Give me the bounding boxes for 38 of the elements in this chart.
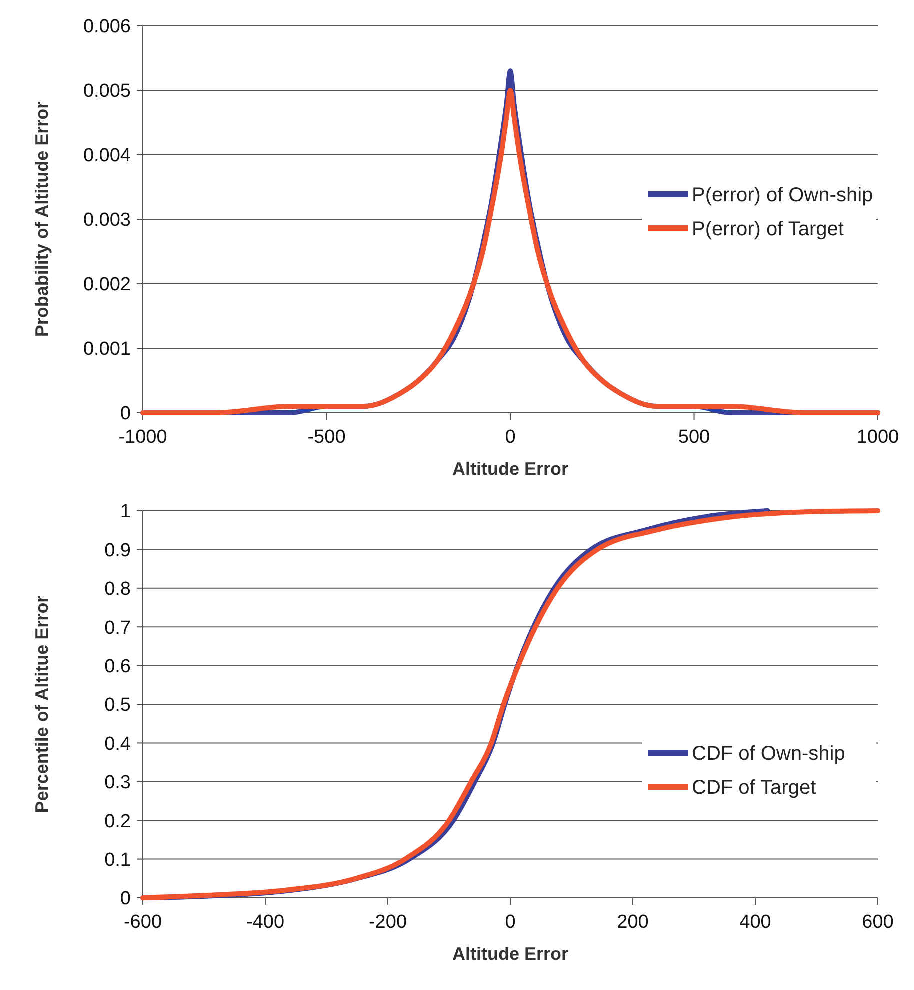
legend-label: P(error) of Own-ship xyxy=(692,184,874,206)
y-tick-label: 1 xyxy=(120,502,131,523)
x-tick-label: -1000 xyxy=(118,427,168,448)
x-tick-label: 200 xyxy=(617,912,649,933)
x-tick-label: 0 xyxy=(505,427,516,448)
y-tick-label: 0.4 xyxy=(104,734,132,755)
y-tick-label: 0 xyxy=(120,888,131,910)
y-tick-label: 0.6 xyxy=(104,656,131,678)
x-axis-title: Altitude Error xyxy=(452,459,569,479)
y-tick-label: 0.5 xyxy=(104,695,131,716)
y-tick-label: 0.7 xyxy=(104,618,131,639)
x-axis-title: Altitude Error xyxy=(452,944,569,964)
y-tick-label: 0.8 xyxy=(104,579,131,600)
x-tick-label: -600 xyxy=(124,912,162,933)
legend-label: CDF of Own-ship xyxy=(692,743,846,765)
x-tick-label: -200 xyxy=(368,912,408,933)
legend-label: P(error) of Target xyxy=(692,218,844,240)
y-tick-label: 0.003 xyxy=(83,210,131,232)
x-tick-label: 400 xyxy=(740,912,772,933)
x-tick-label: 500 xyxy=(678,427,710,448)
x-tick-label: 0 xyxy=(505,912,516,933)
y-tick-label: 0.004 xyxy=(83,146,132,167)
x-tick-label: -500 xyxy=(308,427,346,448)
y-tick-label: 0.006 xyxy=(83,16,131,38)
legend-label: CDF of Target xyxy=(692,777,817,799)
x-tick-label: -400 xyxy=(246,912,285,933)
y-tick-label: 0.2 xyxy=(104,811,131,832)
y-tick-label: 0.005 xyxy=(83,81,131,102)
y-tick-label: 0.9 xyxy=(104,540,131,562)
y-tick-label: 0 xyxy=(120,404,131,425)
y-tick-label: 0.001 xyxy=(83,339,131,360)
y-axis-title: Percentile of Altitue Error xyxy=(32,596,52,814)
y-tick-label: 0.3 xyxy=(104,772,131,794)
y-tick-label: 0.002 xyxy=(83,274,131,296)
y-axis-title: Probability of Altitude Error xyxy=(32,102,52,338)
x-tick-label: 1000 xyxy=(856,427,900,448)
y-tick-label: 0.1 xyxy=(104,850,131,871)
x-tick-label: 600 xyxy=(862,912,894,933)
